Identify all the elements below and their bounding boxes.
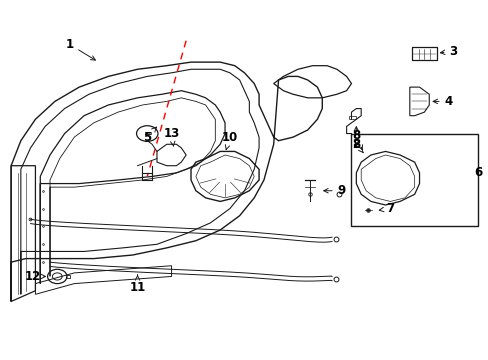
Text: 7: 7 bbox=[379, 202, 394, 215]
Bar bbox=[411, 48, 436, 60]
Text: 13: 13 bbox=[163, 127, 179, 146]
Text: 6: 6 bbox=[473, 166, 481, 179]
Text: 3: 3 bbox=[440, 45, 457, 58]
Text: 4: 4 bbox=[432, 95, 452, 108]
Text: 10: 10 bbox=[222, 131, 238, 150]
Text: 9: 9 bbox=[323, 184, 345, 197]
Bar bbox=[351, 134, 477, 226]
Bar bbox=[147, 132, 151, 134]
Text: 2: 2 bbox=[351, 127, 360, 151]
Text: 1: 1 bbox=[65, 38, 95, 60]
Bar bbox=[65, 275, 70, 278]
Bar bbox=[348, 116, 356, 119]
Text: 8: 8 bbox=[351, 138, 363, 153]
Text: 12: 12 bbox=[25, 270, 45, 283]
Text: 8: 8 bbox=[351, 129, 362, 150]
Text: 5: 5 bbox=[143, 127, 156, 144]
Text: 11: 11 bbox=[129, 275, 145, 294]
